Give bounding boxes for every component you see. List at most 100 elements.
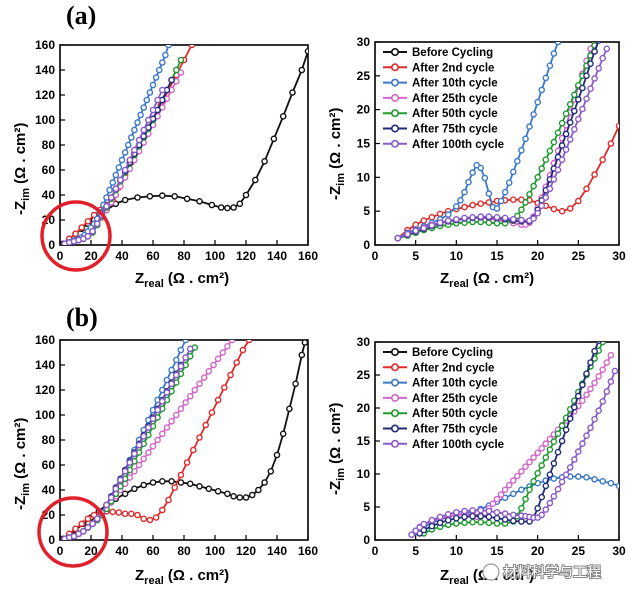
data-point <box>546 62 554 69</box>
data-point <box>186 392 194 400</box>
data-point <box>219 349 227 356</box>
y-tick-label: 140 <box>35 358 55 372</box>
data-point <box>501 188 509 196</box>
data-point <box>485 513 493 521</box>
data-point <box>210 361 217 369</box>
xlabel-a-full: Zreal (Ω . cm²) <box>135 270 229 290</box>
data-point <box>591 48 598 55</box>
data-point <box>514 472 521 480</box>
data-point <box>134 511 141 519</box>
data-point <box>465 178 472 186</box>
data-point <box>538 202 546 210</box>
data-point <box>554 166 562 174</box>
data-point <box>509 490 517 498</box>
x-tick-label: 10 <box>450 544 464 558</box>
y-tick-label: 120 <box>35 88 55 102</box>
data-point <box>514 157 521 165</box>
data-point <box>509 215 517 223</box>
data-point <box>493 520 501 527</box>
legend-marker <box>390 409 399 418</box>
x-tick-label: 25 <box>572 249 586 263</box>
data-point <box>261 157 268 165</box>
data-point <box>304 48 308 55</box>
data-point <box>121 510 129 518</box>
data-point <box>158 430 166 438</box>
legend-marker <box>390 439 399 448</box>
data-point <box>579 381 586 389</box>
data-point <box>566 464 574 471</box>
data-point <box>131 126 138 134</box>
data-point <box>146 516 154 524</box>
data-point <box>112 485 120 493</box>
data-point <box>242 191 250 199</box>
x-tick-label: 120 <box>236 249 256 263</box>
data-point <box>420 224 428 232</box>
watermark: 材料科学与工程 <box>482 563 602 582</box>
data-point <box>477 518 485 526</box>
data-point <box>461 214 468 222</box>
data-point <box>121 490 129 498</box>
data-point <box>408 531 415 539</box>
data-point <box>230 492 237 500</box>
data-point <box>530 182 537 190</box>
data-point <box>558 156 566 163</box>
data-point <box>126 459 134 466</box>
data-point <box>538 86 546 94</box>
data-point <box>134 119 141 126</box>
data-point <box>245 340 253 344</box>
data-point <box>607 479 615 487</box>
y-tick-label: 40 <box>42 188 56 202</box>
data-point <box>562 471 570 479</box>
legend-marker <box>390 347 399 356</box>
data-point <box>158 397 166 405</box>
data-point <box>554 42 562 46</box>
data-point <box>194 34 199 39</box>
data-point <box>183 459 191 466</box>
data-point <box>188 45 196 49</box>
xlabel-b-full: Zreal (Ω . cm²) <box>135 567 229 587</box>
legend-label: After 2nd cycle <box>412 62 494 74</box>
data-point <box>522 463 529 471</box>
data-point <box>534 504 542 512</box>
data-point <box>117 476 124 484</box>
y-tick-label: 140 <box>35 63 55 77</box>
data-point <box>501 214 509 222</box>
data-point <box>583 95 590 103</box>
data-point <box>550 493 558 500</box>
legend-marker <box>390 78 399 87</box>
x-tick-label: 20 <box>531 249 545 263</box>
data-point <box>177 471 185 479</box>
data-point <box>436 519 444 527</box>
data-point <box>117 176 124 184</box>
y-tick-label: 20 <box>357 401 371 415</box>
data-point <box>121 196 129 204</box>
data-point <box>566 415 574 422</box>
data-point <box>591 415 598 423</box>
data-point <box>538 165 546 172</box>
data-point <box>562 146 570 153</box>
data-point <box>242 494 250 501</box>
data-point <box>575 448 582 455</box>
data-point <box>485 213 493 220</box>
data-point <box>575 197 582 205</box>
data-point <box>224 490 231 498</box>
data-point <box>530 477 537 485</box>
x-tick-label: 40 <box>115 544 129 558</box>
legend-label: After 2nd cycle <box>412 362 494 374</box>
data-point <box>436 513 444 521</box>
data-point <box>146 89 154 96</box>
y-tick-label: 5 <box>363 204 370 218</box>
data-point <box>509 477 517 484</box>
data-point <box>575 115 582 123</box>
data-point <box>562 426 570 434</box>
legend-label: After 75th cycle <box>412 124 498 136</box>
data-point <box>599 398 607 405</box>
data-point <box>106 186 113 194</box>
data-point <box>131 485 138 493</box>
data-point <box>595 42 602 44</box>
data-point <box>518 504 525 512</box>
data-point <box>452 520 460 527</box>
data-point <box>469 169 476 176</box>
data-point <box>493 205 501 212</box>
data-point <box>196 434 203 441</box>
